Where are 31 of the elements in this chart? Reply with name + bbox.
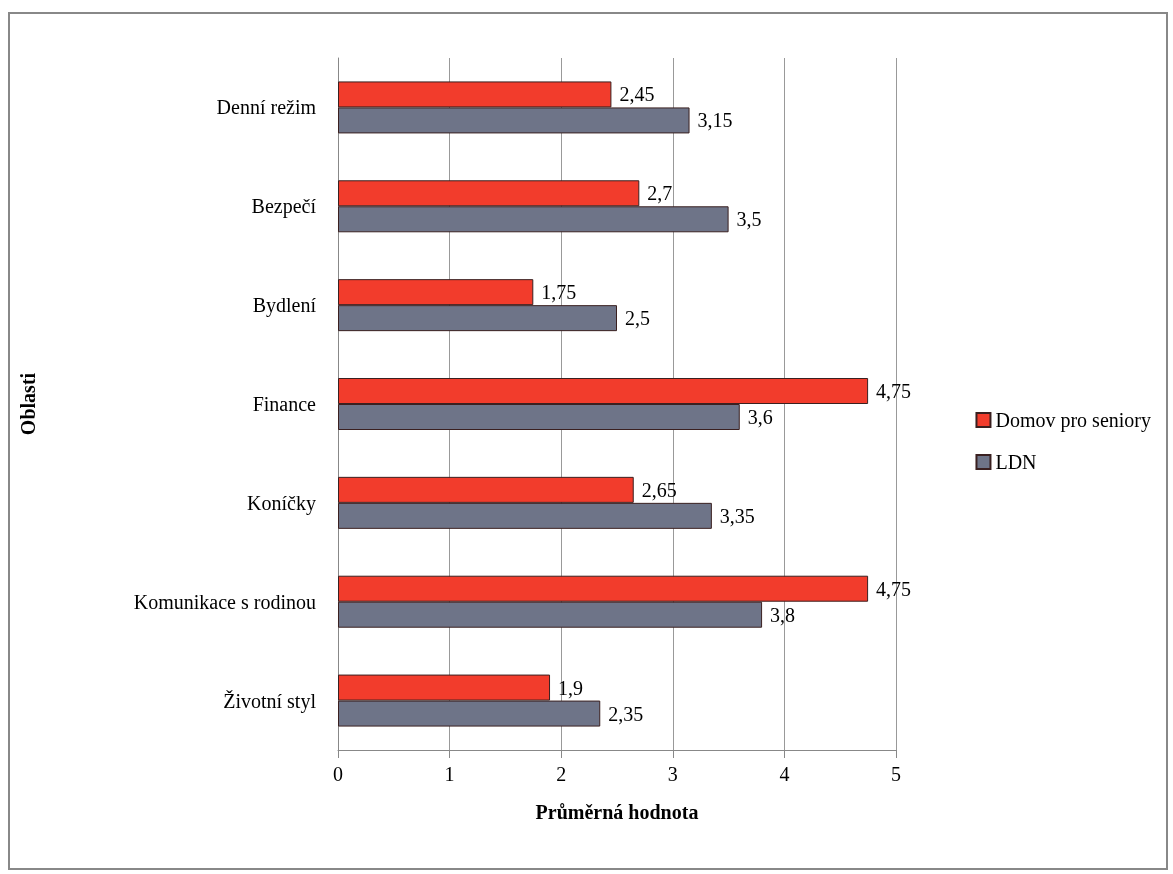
data-label: 3,8 <box>770 603 796 626</box>
data-label: 2,45 <box>619 83 655 106</box>
data-label: 3,5 <box>736 208 762 231</box>
y-axis-title: Oblasti <box>17 372 39 436</box>
x-axis-title: Průměrná hodnota <box>535 801 699 823</box>
x-tick-label: 3 <box>667 763 678 785</box>
data-label: 1,75 <box>541 281 577 304</box>
x-tick-label: 5 <box>891 763 901 785</box>
legend-label: Domov pro seniory <box>995 409 1152 432</box>
y-tick-label: Denní režim <box>216 96 317 119</box>
data-label: 1,9 <box>558 676 584 699</box>
y-tick-label: Bezpečí <box>251 195 317 219</box>
legend-label: LDN <box>995 451 1037 473</box>
x-tick-label: 0 <box>333 763 343 785</box>
data-label: 4,75 <box>876 577 912 600</box>
data-label: 3,15 <box>697 109 733 132</box>
y-tick-label: Životní styl <box>223 689 317 713</box>
data-label: 4,75 <box>876 380 912 402</box>
x-tick-label: 2 <box>556 763 567 785</box>
x-tick-label: 1 <box>444 763 455 785</box>
y-tick-label: Komunikace s rodinou <box>133 590 316 613</box>
data-label: 3,35 <box>719 504 755 527</box>
data-label: 2,7 <box>647 182 673 205</box>
data-label: 3,6 <box>747 406 773 428</box>
y-tick-label: Finance <box>252 393 317 415</box>
data-label: 2,35 <box>608 702 644 725</box>
data-label: 2,5 <box>625 307 650 330</box>
x-tick-label: 4 <box>779 763 790 785</box>
y-tick-label: Koníčky <box>247 491 316 515</box>
data-label: 2,65 <box>641 478 677 501</box>
y-tick-label: Bydlení <box>252 294 317 318</box>
